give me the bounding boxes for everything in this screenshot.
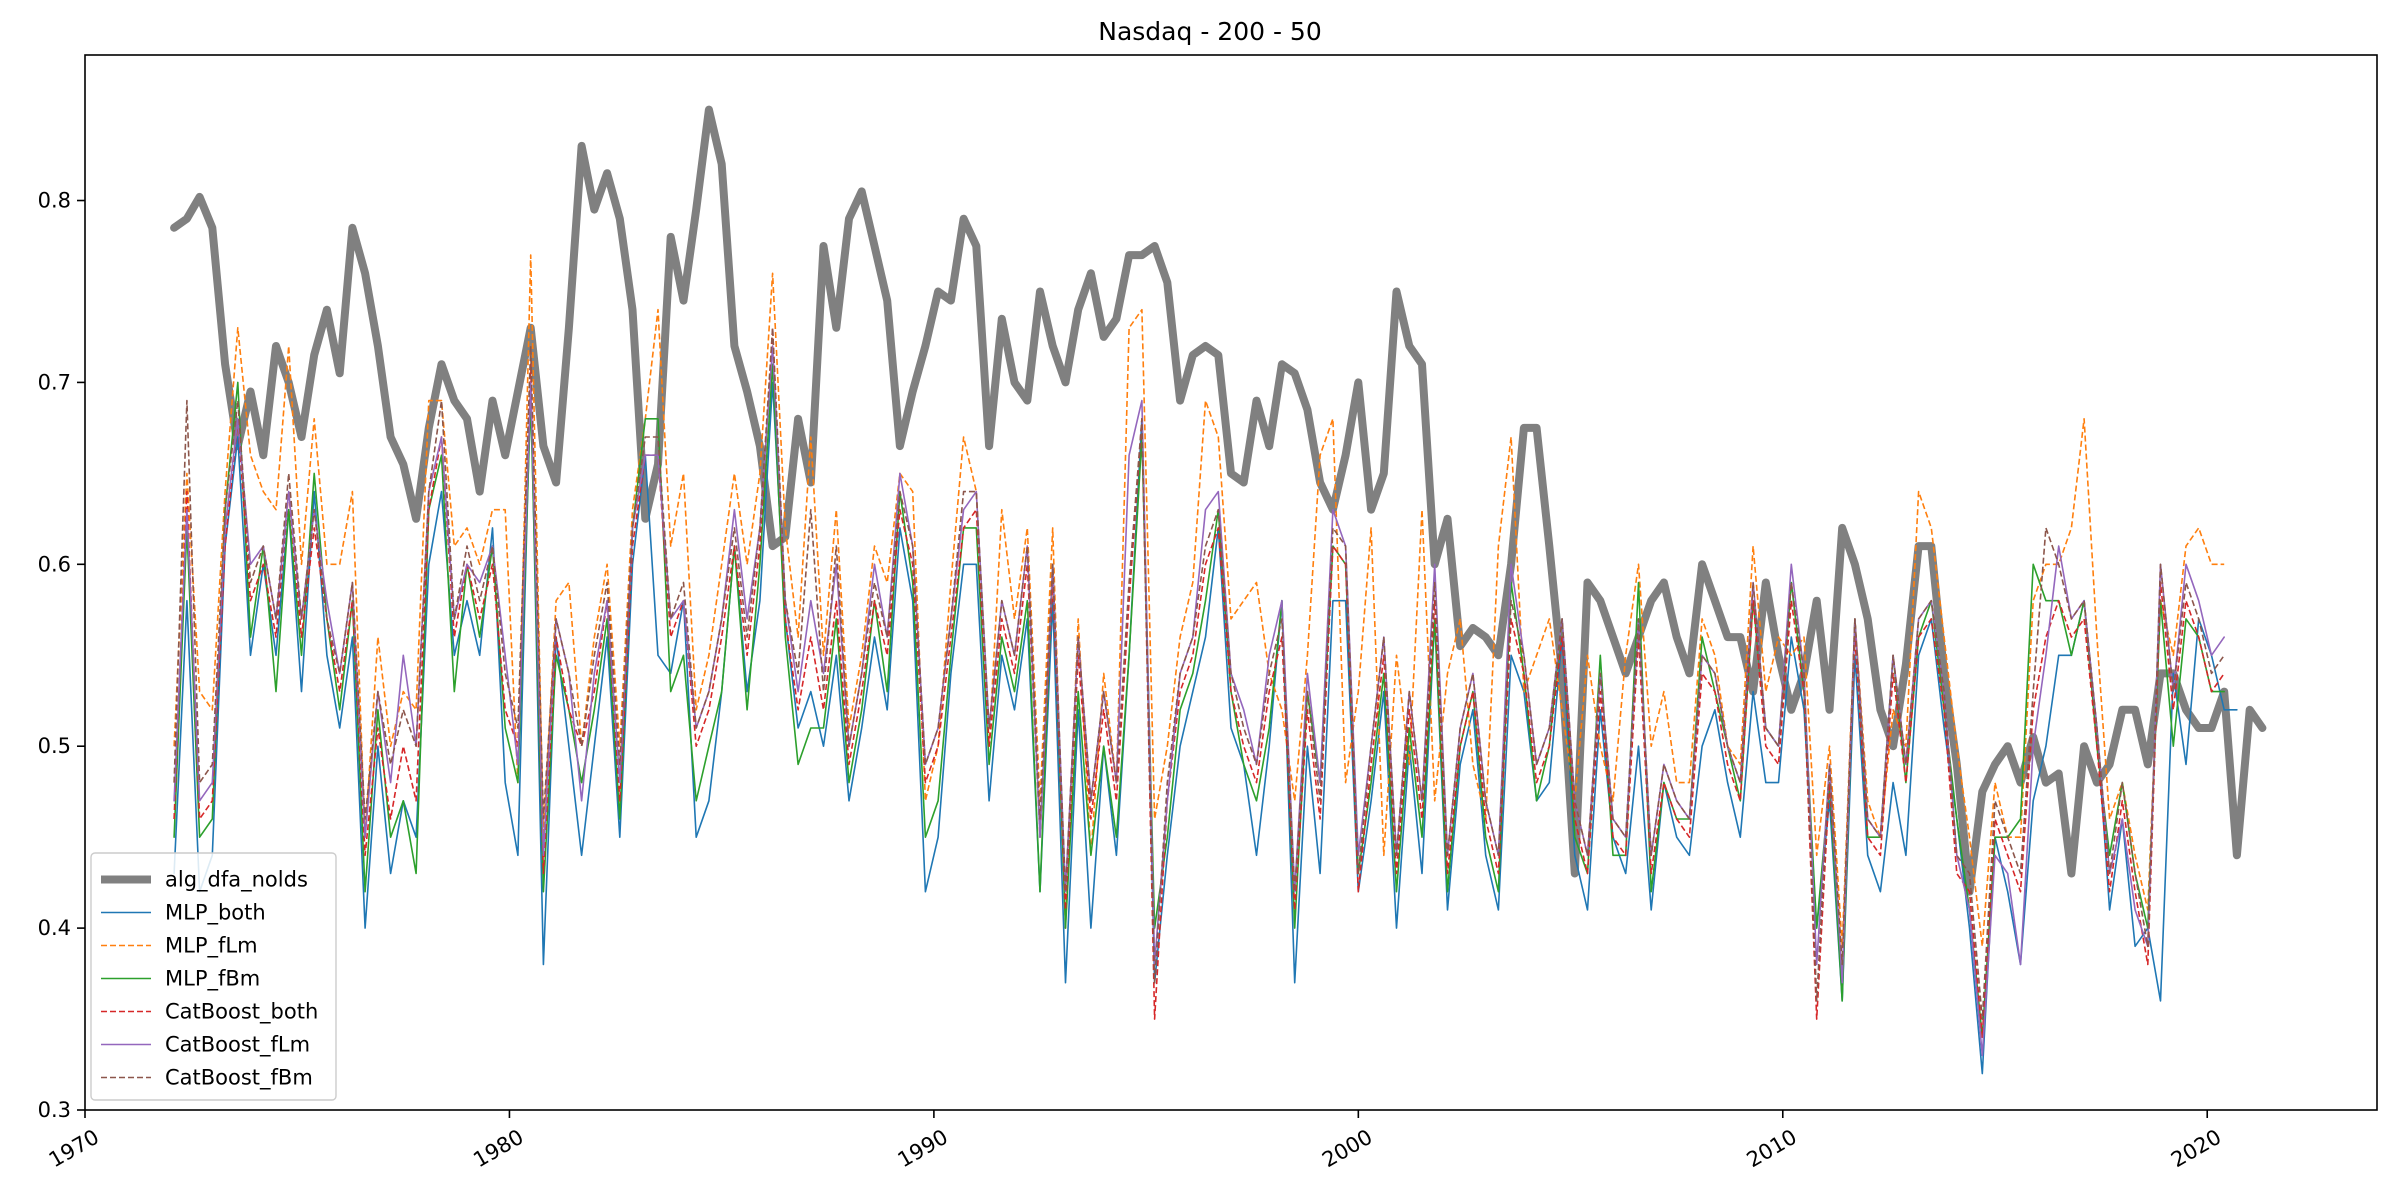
series-line-mlp-both — [173, 381, 2238, 1075]
legend-label: MLP_fBm — [165, 967, 260, 992]
y-tick-label: 0.3 — [38, 1098, 71, 1122]
series-layer — [170, 105, 2267, 1075]
legend-box — [90, 852, 337, 1101]
x-tick-label: 2020 — [2167, 1125, 2225, 1173]
x-tick-label: 1980 — [469, 1125, 527, 1173]
series-line-catboost-fbm — [173, 326, 2225, 1020]
y-axis: 0.3 0.4 0.5 0.6 0.7 0.8 — [38, 189, 85, 1122]
series-line-catboost-flm — [173, 345, 2225, 1057]
y-tick-label: 0.6 — [38, 552, 71, 576]
chart-title: Nasdaq - 200 - 50 — [1098, 17, 1321, 46]
x-tick-label: 1990 — [894, 1125, 952, 1173]
legend-label: CatBoost_fBm — [165, 1066, 313, 1091]
legend-label: alg_dfa_nolds — [165, 868, 308, 893]
plot-frame — [84, 54, 2378, 1111]
y-tick-label: 0.8 — [38, 189, 71, 213]
legend: alg_dfa_nolds MLP_both MLP_fLm MLP_fBm CatBo… — [90, 852, 337, 1101]
legend-label: MLP_both — [165, 901, 266, 926]
x-tick-label: 2010 — [1743, 1125, 1801, 1173]
x-axis: 1970 1980 1990 2000 2010 2020 — [45, 1110, 2225, 1173]
x-tick-label: 2000 — [1318, 1125, 1376, 1173]
legend-label: CatBoost_fLm — [165, 1033, 310, 1058]
legend-label: CatBoost_both — [165, 1000, 318, 1025]
legend-label: MLP_fLm — [165, 934, 258, 959]
y-tick-label: 0.7 — [38, 370, 71, 394]
y-tick-label: 0.5 — [38, 734, 71, 758]
y-tick-label: 0.4 — [38, 916, 71, 940]
x-tick-label: 1970 — [45, 1125, 103, 1173]
